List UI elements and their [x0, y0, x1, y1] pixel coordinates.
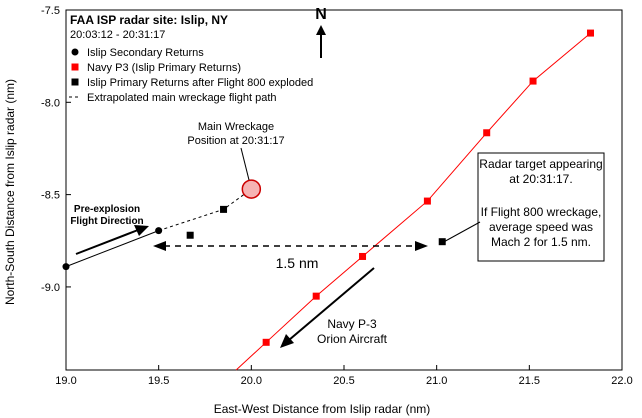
radar-target-box: [477, 152, 605, 262]
navy-p3-point: [262, 338, 270, 346]
chart-title: FAA ISP radar site: Islip, NY: [70, 13, 228, 27]
north-arrow-head: [316, 25, 326, 35]
y-axis-title: North-South Distance from Islip radar (n…: [3, 79, 17, 305]
legend-label-extrapolated: Extrapolated main wreckage flight path: [87, 92, 277, 104]
pre-explosion-arrow-shaft: [75, 229, 139, 255]
navy-p3-point: [586, 29, 594, 37]
navy-arrow-head: [280, 334, 294, 348]
navy-p3-point: [423, 197, 431, 205]
pre-explosion-label-line1: Pre-explosion: [74, 204, 140, 215]
data-points: [62, 29, 594, 346]
primary-after-explosion-point: [220, 205, 228, 213]
north-arrow: N: [315, 6, 327, 58]
radar-box-line1: Radar target appearing: [479, 157, 602, 171]
distance-label: 1.5 nm: [276, 255, 319, 271]
navy-p3-point: [483, 129, 491, 137]
main-wreckage-leader-line: [240, 147, 250, 181]
main-wreckage-marker: [241, 179, 262, 199]
navy-label-line2: Orion Aircraft: [317, 332, 388, 346]
navy-track-line: [235, 32, 591, 371]
y-tick-label: -8.0: [41, 97, 60, 109]
radar-box-line6: Mach 2 for 1.5 nm.: [491, 235, 591, 249]
navy-label-line1: Navy P-3: [327, 317, 377, 331]
radar-box-line5: average speed was: [489, 220, 593, 234]
secondary-returns-line: [65, 230, 159, 268]
legend-marker-navy: [71, 63, 79, 71]
main-wreckage-annotation: Main Wreckage Position at 20:31:17: [187, 121, 285, 181]
radar-box-leader-line: [439, 221, 481, 245]
primary-after-explosion-point: [186, 231, 194, 239]
navy-p3-point: [359, 252, 367, 260]
primary-after-explosion-point: [438, 238, 446, 246]
secondary-return-point: [155, 227, 163, 235]
legend-label-primary-after: Islip Primary Returns after Flight 800 e…: [87, 77, 313, 89]
main-wreckage-label-line1: Main Wreckage: [198, 121, 274, 133]
x-axis-ticks: 19.0 19.5 20.0 20.5 21.0 21.5 22.0: [55, 365, 633, 387]
pre-explosion-arrow-head: [134, 225, 149, 236]
y-tick-label: -7.5: [41, 5, 60, 17]
x-tick-label: 22.0: [611, 375, 632, 387]
pre-explosion-annotation: Pre-explosion Flight Direction: [70, 204, 149, 255]
pre-explosion-label-line2: Flight Direction: [70, 216, 143, 227]
legend-label-secondary: Islip Secondary Returns: [87, 47, 204, 59]
navy-p3-point: [529, 77, 537, 85]
y-tick-label: -9.0: [41, 282, 60, 294]
radar-box-line4: If Flight 800 wreckage,: [481, 205, 602, 219]
legend-marker-secondary: [71, 48, 79, 56]
navy-annotation: Navy P-3 Orion Aircraft: [280, 267, 388, 348]
distance-annotation: 1.5 nm: [153, 241, 428, 271]
radar-box-line2: at 20:31:17.: [509, 172, 572, 186]
north-label: N: [315, 6, 327, 23]
navy-arrow-shaft: [288, 267, 375, 341]
legend-label-navy: Navy P3 (Islip Primary Returns): [87, 62, 241, 74]
secondary-return-point: [62, 263, 70, 271]
legend-marker-primary-after: [71, 78, 79, 86]
x-tick-label: 19.5: [148, 375, 169, 387]
y-axis-ticks: -7.5 -8.0 -8.5 -9.0: [41, 5, 71, 294]
x-tick-label: 21.5: [519, 375, 540, 387]
time-range: 20:03:12 - 20:31:17: [70, 29, 165, 41]
x-tick-label: 19.0: [55, 375, 76, 387]
radar-target-annotation: Radar target appearing at 20:31:17. If F…: [439, 152, 605, 262]
navy-track-polyline: [235, 32, 591, 371]
x-tick-label: 20.0: [241, 375, 262, 387]
distance-arrow-left-head: [153, 241, 166, 251]
legend: FAA ISP radar site: Islip, NY 20:03:12 -…: [69, 13, 313, 104]
x-tick-label: 20.5: [333, 375, 354, 387]
distance-arrow-right-head: [415, 241, 428, 251]
main-wreckage-label-line2: Position at 20:31:17: [187, 135, 284, 147]
navy-p3-point: [312, 292, 320, 300]
x-axis-title: East-West Distance from Islip radar (nm): [214, 402, 431, 416]
x-tick-label: 21.0: [426, 375, 447, 387]
y-tick-label: -8.5: [41, 190, 60, 202]
